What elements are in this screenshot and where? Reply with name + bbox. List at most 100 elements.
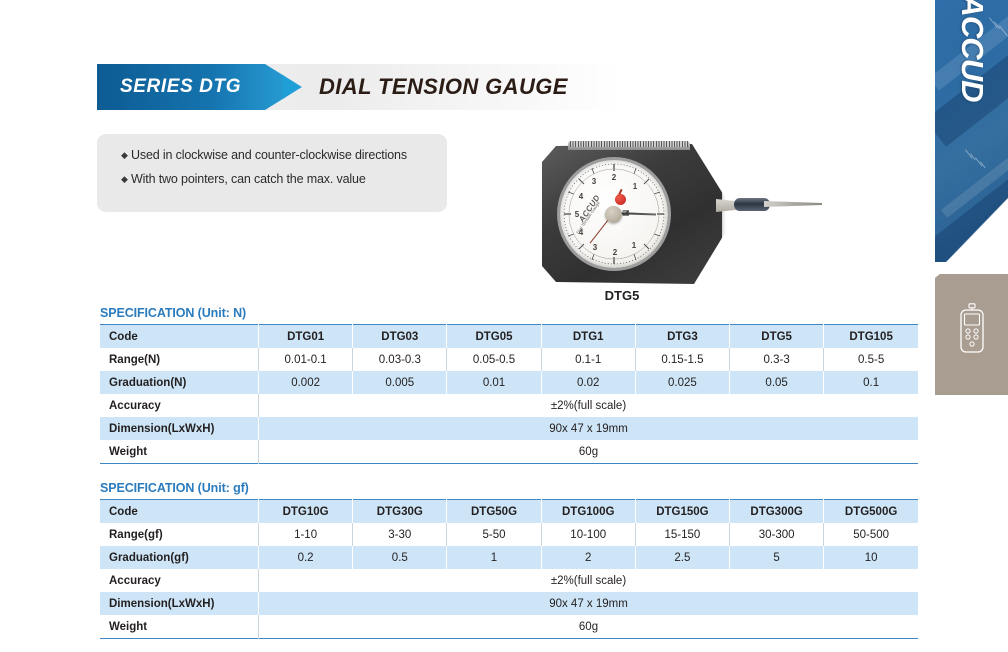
table-row: Weight 60g: [100, 440, 918, 464]
row-label: Weight: [100, 615, 259, 639]
table-cell: DTG50G: [446, 499, 542, 523]
dial-face: 2 3 4 5 4 3 2 1 1 ACCUD Dial Tension Gau…: [560, 160, 668, 268]
table-cell: 0.1-1: [540, 348, 636, 371]
specification-section-gf: SPECIFICATION (Unit: gf) Code DTG10G DTG30…: [100, 481, 918, 639]
dial-number: 3: [592, 243, 598, 252]
row-label: Weight: [100, 440, 259, 464]
dial-tick-marks: [563, 163, 665, 265]
table-cell: DTG10G: [257, 499, 353, 523]
dial-number: 5: [574, 210, 580, 219]
spec-table-gf-body: Code DTG10G DTG30G DTG50G DTG100G DTG150G DTG3…: [100, 499, 918, 639]
table-row: Accuracy ±2%(full scale): [100, 394, 918, 417]
table-cell: 2: [540, 546, 636, 569]
page-title: DIAL TENSION GAUGE: [319, 74, 568, 99]
dial-number: 1: [632, 182, 638, 191]
right-sidebar: ACCUD: [916, 0, 1008, 652]
table-cell: DTG1: [540, 324, 636, 348]
table-cell: DTG100G: [540, 499, 636, 523]
table-cell: 0.005: [352, 371, 447, 394]
table-cell: 0.002: [257, 371, 353, 394]
table-cell-merged: 90x 47 x 19mm: [258, 417, 918, 440]
spec-table-n-body: Code DTG01 DTG03 DTG05 DTG1 DTG3 DTG5 DTG105 Ran…: [100, 324, 918, 464]
chevron-right-icon: [283, 75, 300, 99]
dial-number: 2: [612, 248, 618, 257]
spec-heading: SPECIFICATION (Unit: N): [100, 306, 247, 320]
features-box: ◆ Used in clockwise and counter-clockwis…: [97, 134, 447, 212]
spec-heading: SPECIFICATION (Unit: gf): [100, 481, 249, 495]
table-cell: DTG3: [634, 324, 730, 348]
table-cell: 50-500: [823, 523, 918, 546]
row-label: Range(gf): [100, 523, 259, 546]
dial-number: 1: [631, 241, 637, 250]
product-photo: 2 3 4 5 4 3 2 1 1 ACCUD Dial Tension Gau…: [520, 136, 822, 306]
table-cell: 2.5: [634, 546, 730, 569]
table-cell: DTG105: [823, 324, 918, 348]
row-label: Accuracy: [100, 569, 259, 592]
dial-number: 4: [578, 192, 584, 201]
table-cell: 1: [446, 546, 542, 569]
feature-text: Used in clockwise and counter-clockwise …: [131, 148, 407, 162]
dial-number: 3: [591, 177, 597, 186]
table-cell-merged: ±2%(full scale): [258, 569, 918, 592]
diamond-bullet-icon: ◆: [121, 174, 128, 184]
table-cell: 0.05: [729, 371, 824, 394]
table-cell: 0.02: [540, 371, 636, 394]
row-label: Dimension(LxWxH): [100, 417, 259, 440]
table-cell: DTG03: [352, 324, 447, 348]
feature-item: ◆ With two pointers, can catch the max. …: [121, 172, 447, 187]
sidebar-brand-logo: ACCUD: [955, 0, 990, 102]
specification-section-n: SPECIFICATION (Unit: N) Code DTG01 DTG03 DT…: [100, 306, 918, 464]
table-row: Graduation(N) 0.002 0.005 0.01 0.02 0.025 0.05…: [100, 371, 918, 394]
table-cell: 0.3-3: [729, 348, 824, 371]
table-cell-merged: ±2%(full scale): [258, 394, 918, 417]
table-row: Range(N) 0.01-0.1 0.03-0.3 0.05-0.5 0.1-1 0.1…: [100, 348, 918, 371]
dial-number: 2: [611, 173, 617, 182]
table-cell: DTG500G: [823, 499, 918, 523]
table-cell: 10-100: [540, 523, 636, 546]
table-cell: DTG05: [446, 324, 542, 348]
table-cell: 15-150: [634, 523, 730, 546]
feature-item: ◆ Used in clockwise and counter-clockwis…: [121, 148, 447, 163]
row-label: Code: [100, 499, 259, 523]
table-cell: 10: [823, 546, 918, 569]
table-cell: 0.5: [352, 546, 447, 569]
product-caption: DTG5: [604, 288, 640, 303]
page-header: SERIES DTG DIAL TENSION GAUGE: [97, 64, 620, 110]
table-cell: DTG5: [729, 324, 824, 348]
red-pointer-tip: [615, 194, 626, 205]
table-row: Dimension(LxWxH) 90x 47 x 19mm: [100, 592, 918, 615]
sidebar-diagonal-divider: [935, 196, 1008, 274]
spec-table-n: Code DTG01 DTG03 DTG05 DTG1 DTG3 DTG5 DTG105 Ran…: [100, 324, 918, 464]
table-row: Dimension(LxWxH) 90x 47 x 19mm: [100, 417, 918, 440]
table-row: Graduation(gf) 0.2 0.5 1 2 2.5 5 10: [100, 546, 918, 569]
table-row: Code DTG10G DTG30G DTG50G DTG100G DTG150G DTG3…: [100, 499, 918, 523]
dial-center-hub: [605, 206, 622, 223]
series-tag: SERIES DTG: [97, 64, 302, 110]
table-row: Accuracy ±2%(full scale): [100, 569, 918, 592]
table-cell-merged: 60g: [258, 440, 918, 464]
table-cell: 0.03-0.3: [352, 348, 447, 371]
force-gauge-device-icon: [960, 303, 984, 353]
feature-text: With two pointers, can catch the max. va…: [131, 172, 366, 186]
table-cell-merged: 90x 47 x 19mm: [258, 592, 918, 615]
table-cell: 0.025: [634, 371, 730, 394]
gauge-probe-arm: [764, 201, 822, 207]
table-cell: DTG150G: [634, 499, 730, 523]
table-cell: 5: [729, 546, 824, 569]
row-label: Dimension(LxWxH): [100, 592, 259, 615]
gauge-clamp: [734, 198, 770, 211]
row-label: Graduation(N): [100, 371, 259, 394]
table-cell: 0.5-5: [823, 348, 918, 371]
table-cell: 0.2: [257, 546, 353, 569]
table-cell: 0.01: [446, 371, 542, 394]
dial-number: 4: [578, 228, 584, 237]
row-label: Graduation(gf): [100, 546, 259, 569]
row-label: Accuracy: [100, 394, 259, 417]
table-cell-merged: 60g: [258, 615, 918, 639]
table-row: Weight 60g: [100, 615, 918, 639]
table-row: Code DTG01 DTG03 DTG05 DTG1 DTG3 DTG5 DTG105: [100, 324, 918, 348]
table-row: Range(gf) 1-10 3-30 5-50 10-100 15-150 30-300 5…: [100, 523, 918, 546]
table-cell: 3-30: [352, 523, 447, 546]
table-cell: DTG300G: [729, 499, 824, 523]
table-cell: 0.05-0.5: [446, 348, 542, 371]
